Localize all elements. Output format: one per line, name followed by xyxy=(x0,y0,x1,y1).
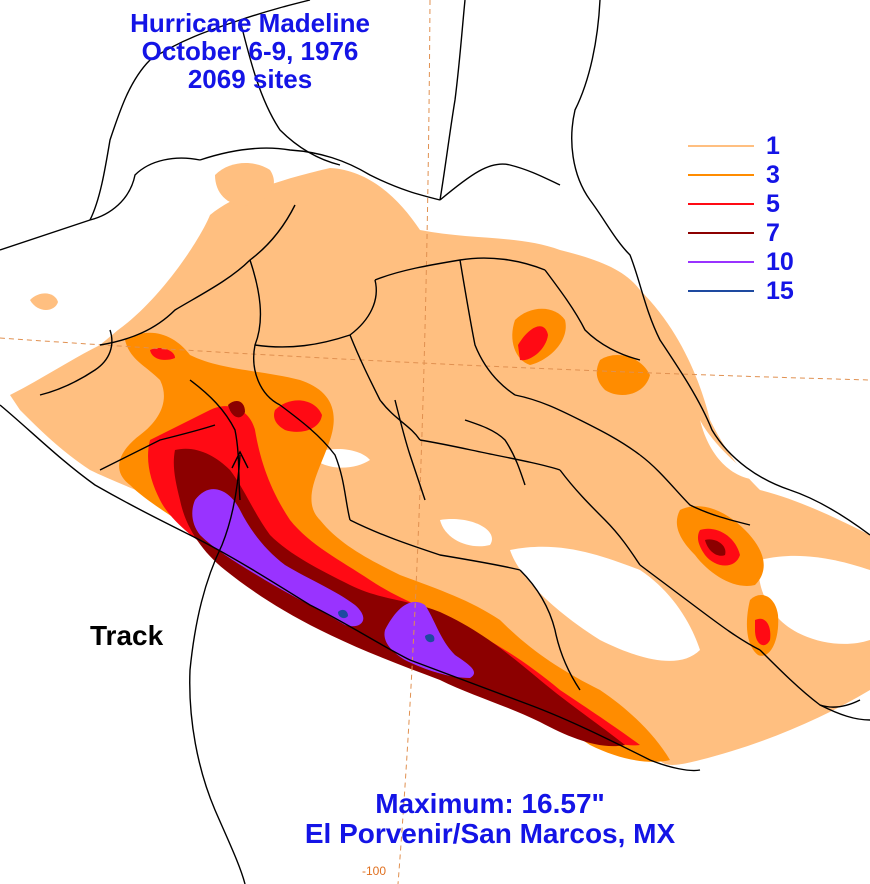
rainfall-contour-15in xyxy=(338,609,348,619)
legend-swatch-10 xyxy=(688,261,754,263)
rainfall-contour-5in-b xyxy=(274,400,322,432)
rainfall-gap xyxy=(758,555,870,644)
track-label: Track xyxy=(90,620,164,651)
rainfall-gap xyxy=(510,546,700,661)
rainfall-gap xyxy=(440,519,492,547)
rainfall-contour-3in-small xyxy=(596,355,650,395)
rainfall-contour-5in-f xyxy=(755,618,771,646)
rainfall-contour-7in xyxy=(173,448,626,747)
hurricane-track-line xyxy=(189,454,246,884)
rainfall-contour-7in-b xyxy=(228,400,245,418)
legend-label-7: 7 xyxy=(766,219,780,247)
country-borders xyxy=(0,0,870,772)
map-title: Hurricane Madeline xyxy=(130,8,370,38)
rainfall-contour-7in-c xyxy=(705,539,726,556)
legend-swatch-7 xyxy=(688,232,754,234)
legend-label-5: 5 xyxy=(766,190,780,218)
legend-label-1: 1 xyxy=(766,132,780,160)
legend-swatch-15 xyxy=(688,290,754,292)
longitude-tick-label: -100 xyxy=(362,864,387,878)
map-date: October 6-9, 1976 xyxy=(141,36,359,66)
rainfall-contour-5in-e xyxy=(150,347,175,360)
rainfall-contour-5in-d xyxy=(518,326,548,361)
maximum-rainfall: Maximum: 16.57" xyxy=(375,788,605,819)
hurricane-track-arrow-icon xyxy=(231,450,249,469)
maximum-location: El Porvenir/San Marcos, MX xyxy=(304,818,676,849)
legend-swatch-3 xyxy=(688,174,754,176)
legend-label-3: 3 xyxy=(766,161,780,189)
map-site-count: 2069 sites xyxy=(187,64,313,94)
legend-swatch-5 xyxy=(688,203,754,205)
rainfall-contour-1in-north xyxy=(215,163,274,206)
legend-label-10: 10 xyxy=(766,248,794,276)
rainfall-contour-15in-b xyxy=(425,634,435,643)
legend-swatch-1 xyxy=(688,145,754,147)
rainfall-contour-5in xyxy=(148,406,640,746)
rainfall-contour-10in xyxy=(192,489,364,627)
rainfall-gap xyxy=(700,420,760,480)
rainfall-gap xyxy=(310,448,370,468)
rainfall-contour-1in-blob xyxy=(30,293,58,310)
legend-label-15: 15 xyxy=(766,277,794,305)
